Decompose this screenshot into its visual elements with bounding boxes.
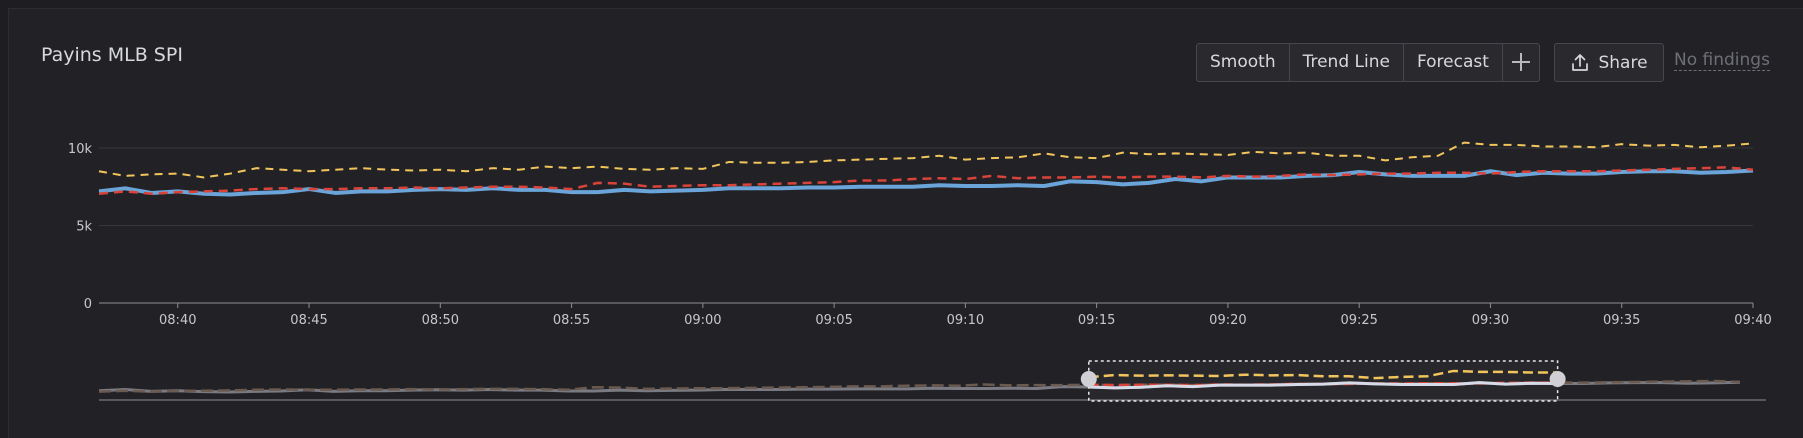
series-layer xyxy=(98,141,1754,197)
smooth-button[interactable]: Smooth xyxy=(1197,44,1290,81)
panel-title: Payins MLB SPI xyxy=(41,44,183,66)
upload-icon xyxy=(1572,53,1589,71)
x-tick-label: 09:25 xyxy=(1340,313,1377,328)
x-tick-label: 08:50 xyxy=(422,313,459,328)
series-line-actual xyxy=(98,168,1754,197)
plus-icon xyxy=(1511,53,1530,71)
overview-selection-window[interactable] xyxy=(1088,360,1559,402)
series-line-upper xyxy=(98,141,1754,179)
grid xyxy=(99,147,1753,226)
x-tick-label: 09:15 xyxy=(1078,313,1115,328)
x-axis: 08:40 08:45 08:50 08:55 09:00 09:05 09:10 09:15… xyxy=(99,302,1772,328)
trend-line-button[interactable]: Trend Line xyxy=(1290,44,1404,81)
y-tick-label: 10k xyxy=(68,142,93,157)
x-tick-label: 08:45 xyxy=(290,313,327,328)
add-analysis-button[interactable] xyxy=(1503,44,1539,81)
share-button[interactable]: Share xyxy=(1554,43,1664,82)
x-tick-label: 09:00 xyxy=(684,313,721,328)
no-findings-link[interactable]: No findings xyxy=(1674,50,1770,71)
analysis-toolbar: Smooth Trend Line Forecast xyxy=(1196,43,1540,82)
y-tick-label: 5k xyxy=(76,220,92,235)
overview-navigator[interactable] xyxy=(98,360,1766,402)
x-tick-label: 09:40 xyxy=(1734,313,1771,328)
x-tick-label: 09:30 xyxy=(1472,313,1509,328)
x-tick-label: 08:55 xyxy=(553,313,590,328)
overview-selected-series-line-actual xyxy=(1088,381,1558,390)
forecast-button[interactable]: Forecast xyxy=(1404,44,1503,81)
x-tick-label: 09:20 xyxy=(1209,313,1246,328)
overview-selected-series-line-upper xyxy=(1088,369,1558,380)
series-line-expected xyxy=(98,166,1754,195)
y-axis: 0 5k 10k xyxy=(68,142,93,312)
x-tick-label: 09:35 xyxy=(1603,313,1640,328)
y-tick-label: 0 xyxy=(84,297,92,312)
x-tick-label: 09:10 xyxy=(947,313,984,328)
x-tick-label: 08:40 xyxy=(159,313,196,328)
overview-handle-right[interactable] xyxy=(1549,371,1566,387)
share-label: Share xyxy=(1598,52,1648,73)
x-tick-label: 09:05 xyxy=(815,313,852,328)
overview-handle-left[interactable] xyxy=(1080,371,1097,387)
